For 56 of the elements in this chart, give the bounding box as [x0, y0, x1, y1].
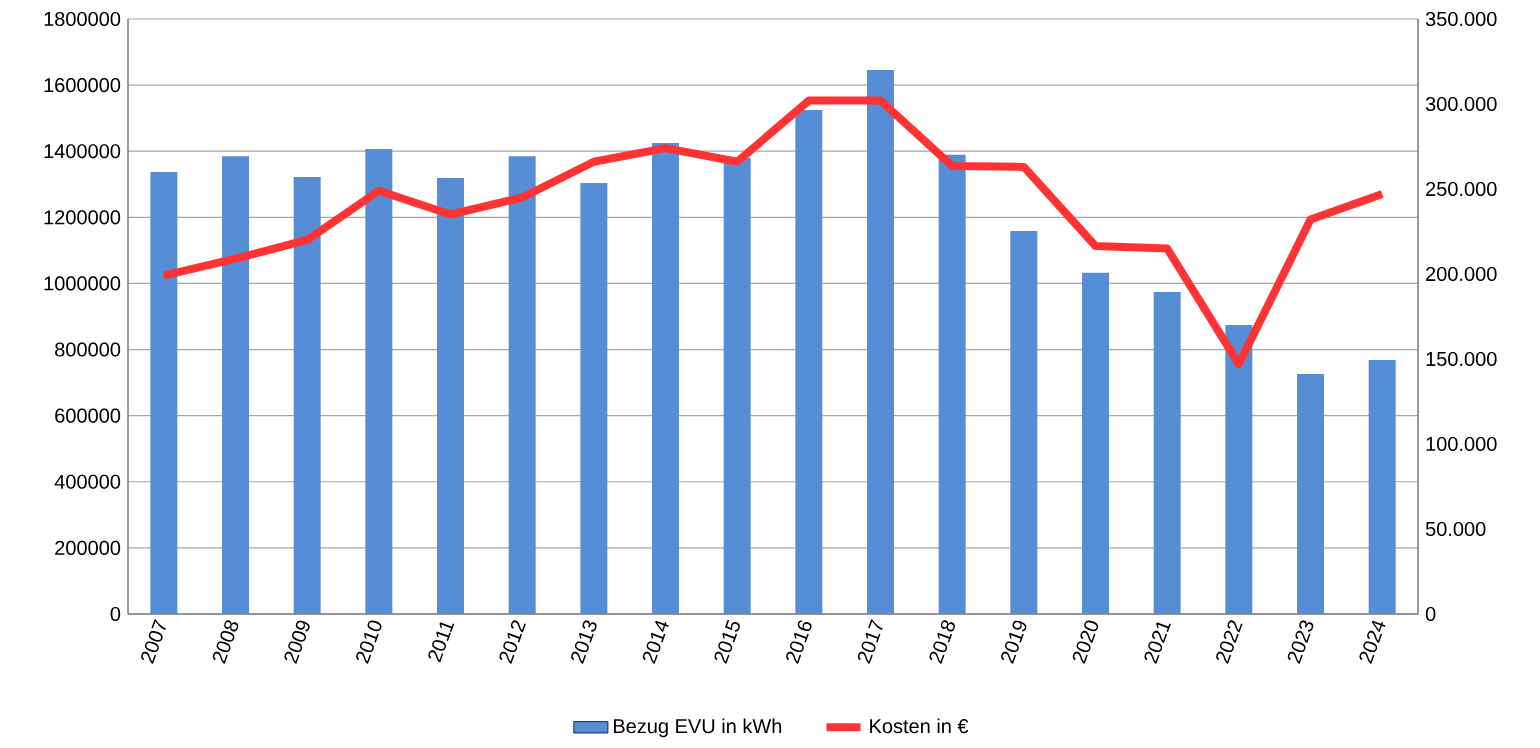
y-tick-label: 800000 — [55, 342, 121, 357]
y-tick-label: 400000 — [54, 474, 121, 489]
y2-tick-label: 200.000 — [1426, 266, 1497, 282]
x-tick-label: 2024 — [1359, 620, 1386, 664]
bar — [652, 142, 680, 614]
bar — [938, 154, 966, 614]
x-tick-label: 2018 — [929, 620, 955, 664]
bar — [1297, 374, 1324, 614]
bar — [795, 109, 823, 614]
bar — [867, 69, 895, 614]
bar — [150, 172, 178, 614]
y-tick-label: 1000000 — [44, 276, 121, 291]
bar — [293, 176, 321, 614]
x-tick-label: 2022 — [1216, 620, 1243, 664]
bar — [508, 156, 536, 614]
y-tick-label: 600000 — [55, 408, 121, 423]
y-tick-label: 1200000 — [44, 210, 121, 225]
y-tick-label: 1600000 — [44, 78, 121, 93]
bar — [1010, 230, 1038, 614]
x-tick-label: 2021 — [1144, 622, 1171, 664]
bar — [580, 182, 608, 614]
x-tick-label: 2007 — [141, 619, 166, 664]
legend-label: Kosten in € — [870, 718, 969, 734]
bar — [1368, 360, 1396, 614]
bar — [1225, 325, 1253, 614]
y-tick-label: 200000 — [55, 540, 121, 555]
x-tick-label: 2013 — [571, 620, 597, 664]
y2-tick-label: 350.000 — [1425, 11, 1497, 27]
bar — [1153, 292, 1181, 614]
x-tick-label: 2012 — [499, 620, 526, 664]
x-tick-label: 2019 — [1001, 620, 1027, 664]
legend-label: Bezug EVU in kWh — [613, 718, 782, 738]
y-tick-label: 0 — [110, 606, 121, 622]
x-tick-label: 2016 — [786, 620, 812, 664]
bar — [723, 157, 751, 614]
y-tick-label: 1400000 — [44, 144, 121, 159]
y2-tick-label: 250.000 — [1426, 181, 1497, 197]
y2-tick-label: 0 — [1425, 606, 1436, 622]
x-tick-label: 2020 — [1072, 620, 1099, 664]
y2-tick-label: 150.000 — [1426, 351, 1497, 367]
bar — [1082, 272, 1110, 614]
x-tick-label: 2009 — [284, 620, 310, 664]
bar — [437, 177, 465, 614]
x-tick-label: 2023 — [1287, 620, 1314, 664]
x-tick-label: 2015 — [714, 619, 740, 664]
x-tick-label: 2011 — [428, 622, 455, 663]
y-tick-label: 1800000 — [44, 11, 121, 27]
x-tick-label: 2010 — [356, 620, 382, 664]
y2-tick-label: 300.000 — [1425, 96, 1497, 112]
x-tick-label: 2008 — [212, 620, 239, 664]
y2-tick-label: 50.000 — [1425, 521, 1486, 537]
bar — [365, 148, 393, 614]
y2-tick-label: 100.000 — [1426, 436, 1497, 452]
x-tick-label: 2014 — [642, 620, 669, 664]
x-tick-label: 2017 — [857, 619, 883, 664]
bar — [222, 156, 250, 614]
